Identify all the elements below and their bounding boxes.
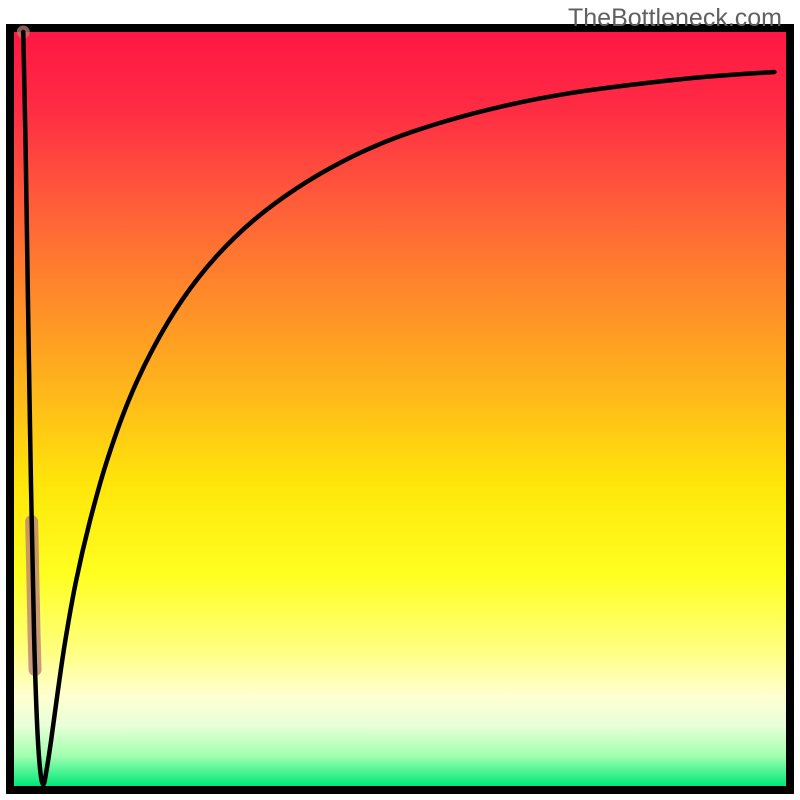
chart-container: TheBottleneck.com <box>0 0 800 800</box>
watermark-text: TheBottleneck.com <box>568 4 782 33</box>
bottleneck-chart <box>0 0 800 800</box>
plot-background <box>14 32 786 786</box>
